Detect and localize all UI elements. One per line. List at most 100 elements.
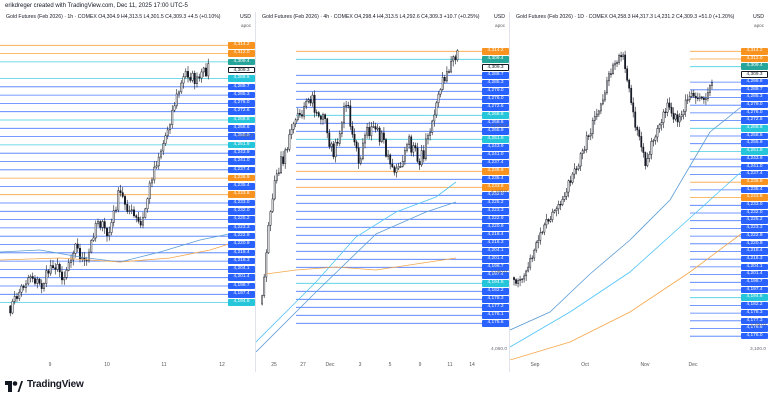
- candle-body: [292, 123, 295, 130]
- candle-body: [79, 247, 81, 260]
- candle-body: [642, 146, 645, 153]
- candle-body: [126, 204, 129, 212]
- candle-body: [602, 99, 604, 105]
- tradingview-logo[interactable]: TradingView: [5, 379, 84, 392]
- candle-body: [628, 79, 631, 89]
- price-level-tag: 4,198.7: [482, 264, 509, 271]
- candle-body: [175, 93, 178, 107]
- candle-body: [513, 277, 515, 280]
- price-level-tag: 4,258.6: [482, 120, 509, 127]
- candle-body: [705, 98, 707, 100]
- candle-body: [90, 240, 93, 253]
- candle-body: [441, 77, 444, 90]
- candle-body: [142, 217, 144, 226]
- time-axis[interactable]: 9 10 11 12: [0, 360, 255, 372]
- candle-body: [604, 92, 606, 101]
- price-level-tag: 4,289.7: [228, 83, 255, 91]
- candle-body: [178, 91, 180, 95]
- candle-body: [397, 166, 400, 169]
- candle-body: [612, 64, 614, 74]
- price-axis[interactable]: 4,314.2 4,309.4 4,309.3 4,289.7 4,285.3 4,279…: [482, 12, 509, 360]
- candle-body: [144, 208, 147, 218]
- candle-body: [317, 112, 320, 117]
- candle-body: [575, 168, 578, 170]
- price-level-tag: 4,225.2: [482, 200, 509, 207]
- candle-body: [275, 173, 278, 181]
- price-level-tag: 4,176.1: [482, 312, 509, 319]
- candle-body: [182, 76, 185, 84]
- candle-body: [420, 150, 423, 166]
- time-axis[interactable]: Sep Oct Nov Dec: [510, 360, 768, 372]
- candle-body: [171, 109, 174, 126]
- candle-body: [372, 126, 375, 128]
- candle-body: [698, 96, 701, 99]
- price-level-tag: 4,204.1: [228, 266, 255, 273]
- candle-body: [112, 210, 115, 223]
- candle-body: [573, 168, 576, 175]
- candle-body: [357, 147, 360, 164]
- candle-body: [311, 94, 314, 104]
- price-chart-1h[interactable]: [0, 12, 229, 360]
- candle-body: [620, 55, 622, 58]
- candle-body: [341, 122, 343, 134]
- indicator-label: apoc: [241, 23, 251, 28]
- candle-body: [391, 163, 394, 168]
- moving-average-line: [256, 201, 457, 353]
- price-chart-4h[interactable]: [256, 12, 483, 360]
- symbol-legend[interactable]: Gold Futures (Feb 2026) · 1h · COMEX O4,…: [6, 14, 221, 20]
- price-level-tag: 4,223.3: [741, 225, 768, 232]
- candle-body: [189, 77, 192, 81]
- candle-body: [406, 144, 408, 151]
- candle-body: [133, 209, 135, 217]
- candle-body: [334, 141, 337, 158]
- price-level-tag: 4,204.1: [741, 263, 768, 271]
- candle-body: [525, 270, 528, 277]
- price-level-tag: 4,216.3: [482, 240, 509, 247]
- candle-body: [135, 215, 138, 218]
- chart-panel-1h[interactable]: Gold Futures (Feb 2026) · 1h · COMEX O4,…: [0, 12, 256, 372]
- candle-body: [9, 305, 12, 314]
- candle-body: [433, 114, 436, 122]
- candle-body: [618, 55, 620, 63]
- chart-panel-1d[interactable]: Gold Futures (Feb 2026) · 1D · COMEX O4,…: [510, 12, 768, 372]
- price-level-tag: 4,255.9: [482, 128, 509, 135]
- candle-body: [151, 179, 153, 184]
- price-axis[interactable]: 4,314.2 4,312.0 4,309.4 4,309.3 4,289.6 4,289…: [228, 12, 255, 360]
- candle-body: [454, 56, 457, 61]
- moving-average-line: [0, 233, 229, 263]
- price-level-tag: 4,268.8: [741, 125, 768, 132]
- candle-body: [13, 296, 16, 302]
- symbol-legend[interactable]: Gold Futures (Feb 2026) · 4h · COMEX O4,…: [262, 14, 480, 20]
- candle-body: [383, 132, 385, 140]
- time-tick-label: 10: [104, 362, 110, 368]
- candle-body: [658, 124, 661, 129]
- symbol-legend[interactable]: Gold Futures (Feb 2026) · 1D · COMEX O4,…: [516, 14, 735, 20]
- candle-body: [99, 221, 102, 228]
- candle-body: [286, 148, 289, 151]
- candle-body: [690, 92, 693, 97]
- candle-body: [531, 257, 534, 260]
- candle-body: [636, 127, 639, 131]
- time-axis[interactable]: 25 27 Dec 3 5 9 11 14: [256, 360, 509, 372]
- price-axis[interactable]: 4,314.2 4,312.0 4,309.4 4,309.3 4,299.8 4,289…: [741, 12, 768, 360]
- price-level-tag: 4,237.4: [741, 171, 768, 178]
- candle-body: [380, 132, 383, 142]
- candle-body: [589, 133, 592, 137]
- candle-body: [395, 167, 398, 173]
- price-level-tag: 4,268.8: [228, 116, 255, 124]
- candle-body: [385, 139, 387, 157]
- price-chart-1d[interactable]: [510, 12, 741, 360]
- price-level-tag: 4,216.3: [741, 255, 768, 263]
- candle-body: [322, 114, 324, 120]
- price-level-tag: 4,272.6: [228, 108, 255, 115]
- candle-body: [305, 101, 308, 107]
- price-level-tag: 4,243.9: [482, 144, 509, 151]
- candle-body: [688, 96, 691, 100]
- candle-body: [115, 209, 117, 212]
- moving-average-line: [265, 257, 457, 275]
- chart-caption: erikdreger created with TradingView.com,…: [5, 3, 188, 9]
- candle-body: [644, 152, 647, 166]
- price-level-tag: 4,243.9: [228, 149, 255, 157]
- chart-panel-4h[interactable]: Gold Futures (Feb 2026) · 4h · COMEX O4,…: [256, 12, 510, 372]
- candle-body: [684, 99, 687, 112]
